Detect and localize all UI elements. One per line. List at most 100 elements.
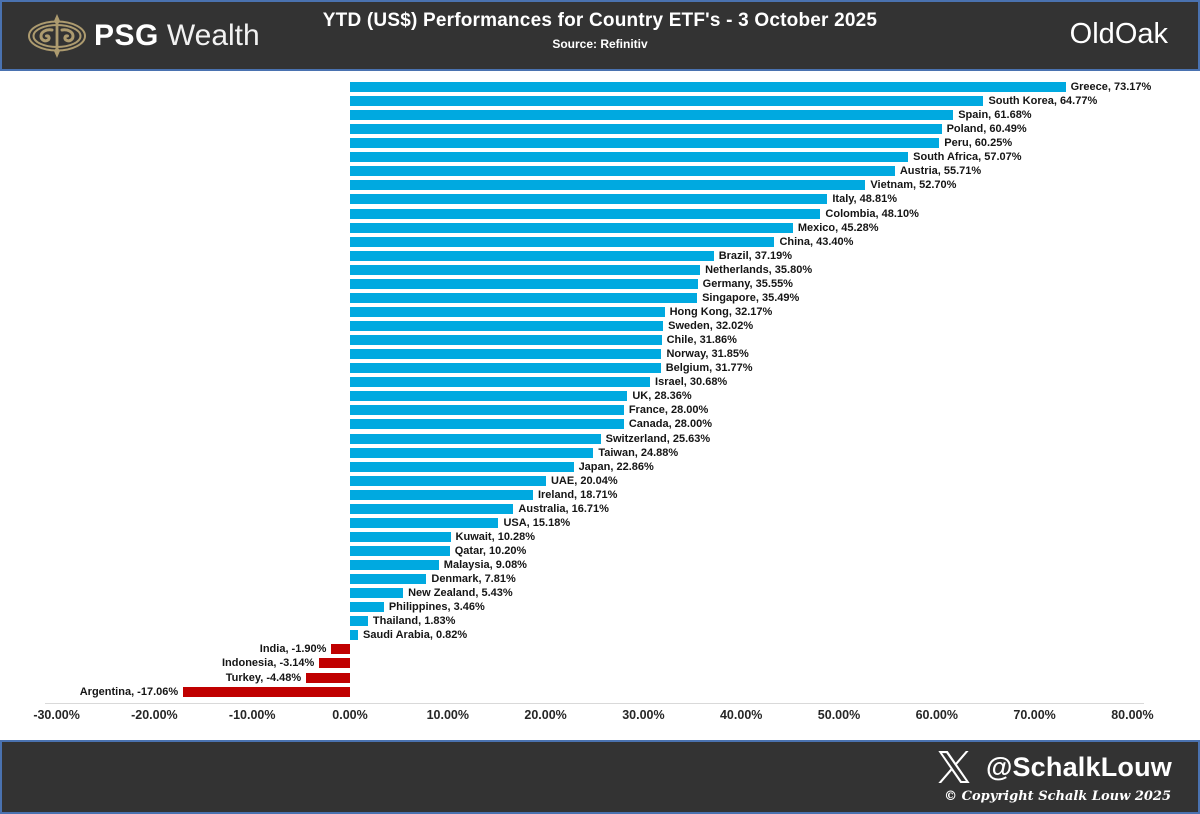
bar-label: Norway, 31.85% bbox=[666, 348, 749, 361]
bar bbox=[350, 447, 594, 458]
bar-label: Vietnam, 52.70% bbox=[870, 179, 957, 192]
header-band: PSG Wealth YTD (US$) Performances for Co… bbox=[0, 0, 1200, 71]
bar bbox=[350, 306, 665, 317]
bar-label: Japan, 22.86% bbox=[578, 460, 654, 473]
bar bbox=[350, 616, 368, 627]
bar bbox=[306, 672, 350, 683]
bar-label: Colombia, 48.10% bbox=[825, 207, 919, 220]
bar-label: Indonesia, -3.14% bbox=[221, 657, 315, 670]
bar bbox=[350, 503, 514, 514]
bar bbox=[350, 391, 628, 402]
bar bbox=[350, 96, 984, 107]
bar-label: Qatar, 10.20% bbox=[454, 544, 527, 557]
bar bbox=[350, 377, 651, 388]
x-axis-tick: 30.00% bbox=[622, 708, 665, 722]
bar-label: Spain, 61.68% bbox=[958, 109, 1032, 122]
bar-label: Mexico, 45.28% bbox=[797, 221, 879, 234]
bar bbox=[350, 349, 662, 360]
bar-label: Hong Kong, 32.17% bbox=[669, 305, 773, 318]
bar bbox=[350, 363, 661, 374]
bar-label: Denmark, 7.81% bbox=[431, 573, 516, 586]
bar bbox=[350, 405, 624, 416]
x-axis-tick: -10.00% bbox=[228, 708, 276, 722]
x-axis-tick: 0.00% bbox=[332, 708, 368, 722]
bar bbox=[350, 419, 624, 430]
bar-label: Greece, 73.17% bbox=[1070, 81, 1152, 93]
bar-label: Taiwan, 24.88% bbox=[598, 446, 679, 459]
bar bbox=[350, 194, 828, 205]
bar bbox=[350, 545, 450, 556]
bar bbox=[350, 574, 427, 585]
bar bbox=[350, 433, 601, 444]
bar bbox=[350, 489, 533, 500]
bar-label: Kuwait, 10.28% bbox=[455, 530, 536, 543]
bar bbox=[350, 250, 714, 261]
x-axis-line bbox=[44, 703, 1145, 704]
bar bbox=[350, 475, 546, 486]
copyright-text: © Copyright Schalk Louw 2025 bbox=[944, 789, 1171, 804]
x-axis-tick: 70.00% bbox=[1013, 708, 1056, 722]
bar-label: Singapore, 35.49% bbox=[702, 291, 800, 304]
bar bbox=[183, 686, 350, 697]
psg-wealth-logo: PSG Wealth bbox=[26, 13, 260, 59]
bar-label: Israel, 30.68% bbox=[655, 376, 728, 389]
bar-label: UK, 28.36% bbox=[632, 390, 692, 403]
bar bbox=[350, 602, 384, 613]
bar bbox=[350, 222, 793, 233]
bar bbox=[350, 110, 954, 121]
x-axis-tick: 40.00% bbox=[719, 708, 763, 722]
bar-label: Sweden, 32.02% bbox=[668, 320, 754, 333]
bar bbox=[350, 166, 895, 177]
bar bbox=[350, 138, 940, 149]
bar-label: New Zealand, 5.43% bbox=[408, 587, 513, 600]
x-axis-tick: 60.00% bbox=[915, 708, 958, 722]
x-axis-tick: -20.00% bbox=[131, 708, 178, 722]
bar-label: Canada, 28.00% bbox=[628, 418, 712, 431]
bar-label: China, 43.40% bbox=[779, 235, 854, 248]
bar bbox=[350, 461, 574, 472]
footer-band: @SchalkLouw © Copyright Schalk Louw 2025 bbox=[0, 740, 1200, 814]
bar-label: South Africa, 57.07% bbox=[913, 151, 1022, 164]
bar-chart: Greece, 73.17% South Korea, 64.77% Spain, … bbox=[0, 71, 1200, 740]
bar-label: Peru, 60.25% bbox=[944, 137, 1013, 150]
bar bbox=[350, 82, 1066, 92]
x-axis-tick: -30.00% bbox=[33, 708, 80, 722]
bar-label: Turkey, -4.48% bbox=[225, 671, 302, 684]
bar bbox=[350, 264, 701, 275]
bar bbox=[350, 152, 909, 163]
bar bbox=[331, 644, 350, 655]
social-block: @SchalkLouw bbox=[938, 751, 1172, 783]
bar bbox=[350, 630, 359, 641]
title-block: YTD (US$) Performances for Country ETF's… bbox=[2, 10, 1198, 51]
psg-emblem-icon bbox=[28, 14, 86, 58]
bar bbox=[350, 560, 439, 571]
chart-title: YTD (US$) Performances for Country ETF's… bbox=[322, 10, 878, 31]
bar-label: USA, 15.18% bbox=[503, 516, 571, 529]
bar bbox=[350, 278, 698, 289]
x-axis-tick: 20.00% bbox=[524, 708, 567, 722]
x-axis-tick: 80.00% bbox=[1111, 708, 1154, 722]
x-handle: @SchalkLouw bbox=[985, 751, 1172, 782]
bar bbox=[350, 531, 451, 542]
bar bbox=[319, 658, 350, 669]
x-logo-icon bbox=[938, 751, 970, 783]
bar-label: India, -1.90% bbox=[259, 643, 327, 656]
bar-label: Ireland, 18.71% bbox=[537, 488, 618, 501]
bar bbox=[350, 180, 866, 191]
bar-label: Switzerland, 25.63% bbox=[605, 432, 711, 445]
bar-label: Italy, 48.81% bbox=[832, 193, 897, 206]
brand-psg-text: PSG bbox=[94, 19, 159, 52]
bar-label: Thailand, 1.83% bbox=[372, 615, 456, 628]
oldoak-logo: OldOak bbox=[1070, 18, 1168, 51]
bar bbox=[350, 321, 664, 332]
bar-label: Malaysia, 9.08% bbox=[443, 559, 527, 572]
bar bbox=[350, 588, 404, 599]
bar-label: Germany, 35.55% bbox=[702, 277, 793, 290]
bar bbox=[350, 236, 775, 247]
bar-label: Saudi Arabia, 0.82% bbox=[363, 629, 468, 642]
bar-label: Austria, 55.71% bbox=[899, 165, 982, 178]
bar bbox=[350, 517, 499, 528]
bar-label: France, 28.00% bbox=[628, 404, 709, 417]
bar-label: Belgium, 31.77% bbox=[665, 362, 753, 375]
